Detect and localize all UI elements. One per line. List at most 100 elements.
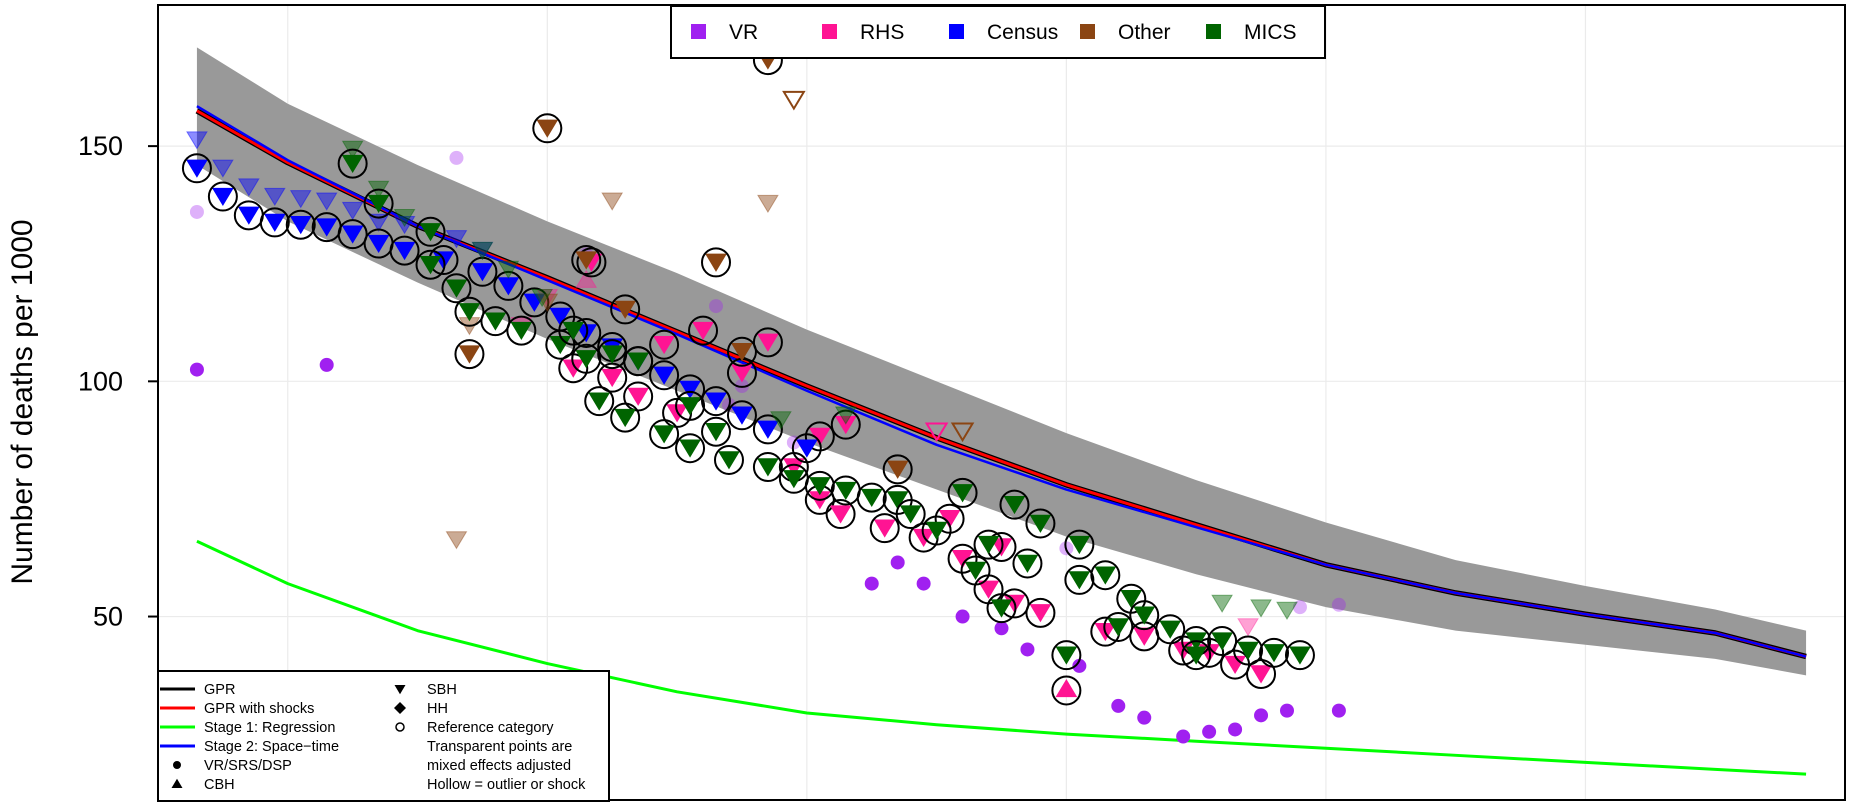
legend-label-rhs: RHS	[860, 21, 904, 44]
reference-ring	[1064, 529, 1095, 560]
point-mics	[393, 208, 416, 228]
point-mics	[531, 288, 553, 308]
reference-ring	[389, 235, 420, 266]
reference-ring	[882, 454, 913, 485]
reference-ring	[752, 414, 783, 445]
legend-marker-circle-open	[395, 722, 405, 732]
reference-ring	[726, 400, 757, 431]
point-vr	[1137, 710, 1152, 725]
source-legend: VR RHS Census Other MICS	[670, 5, 1326, 59]
point-rhs	[1055, 678, 1078, 698]
reference-ring	[454, 296, 485, 327]
point-mics	[1237, 641, 1259, 660]
reference-ring	[649, 419, 680, 450]
point-vr	[1176, 729, 1191, 744]
reference-ring	[1051, 640, 1082, 671]
point-census	[523, 293, 546, 312]
point-rhs-hollow	[924, 422, 949, 443]
point-mics	[1211, 632, 1233, 651]
reference-ring	[1025, 597, 1056, 628]
stage1-regression-line	[196, 539, 1807, 776]
point-mics	[419, 223, 442, 242]
point-census	[757, 420, 779, 439]
reference-ring	[675, 433, 706, 464]
point-mics	[1068, 571, 1091, 590]
reference-ring	[576, 247, 607, 278]
point-mics	[1120, 590, 1143, 609]
point-vr	[916, 576, 931, 591]
point-rhs	[731, 364, 753, 383]
point-census	[186, 131, 208, 150]
reference-ring	[752, 452, 783, 483]
reference-ring	[999, 489, 1030, 520]
point-census	[795, 439, 818, 458]
reference-ring	[1051, 675, 1082, 706]
reference-ring	[259, 207, 290, 238]
point-mics	[484, 312, 507, 331]
reference-ring	[506, 315, 537, 346]
reference-ring	[1181, 640, 1212, 671]
point-mics	[808, 477, 831, 496]
reference-ring	[986, 593, 1017, 624]
y-tick-label: 100	[78, 366, 123, 396]
point-mics	[705, 423, 727, 442]
point-mics	[679, 397, 701, 416]
point-rhs	[692, 321, 714, 341]
point-vr	[709, 299, 724, 314]
point-other-hollow	[950, 422, 975, 443]
legend-marker-triangle-up	[171, 778, 183, 788]
reference-ring	[752, 327, 783, 358]
reference-ring	[1284, 640, 1315, 671]
series-vr	[189, 150, 1346, 744]
point-mics	[601, 345, 624, 364]
point-mics	[679, 439, 701, 458]
legend-swatch-vr	[691, 24, 706, 39]
point-mics	[614, 408, 637, 428]
point-other	[458, 345, 481, 364]
reference-ring	[1025, 508, 1056, 539]
legend-marker-diamond	[394, 702, 406, 714]
point-mics	[341, 154, 364, 174]
point-vr	[1072, 658, 1087, 673]
point-rhs	[1224, 655, 1246, 675]
point-rhs	[757, 333, 779, 352]
reference-ring	[649, 360, 680, 391]
point-mics	[1055, 646, 1078, 665]
reference-ring	[825, 499, 856, 530]
point-other	[731, 343, 753, 362]
point-mics	[367, 194, 390, 214]
reference-ring	[285, 209, 316, 240]
legend-label-mics: MICS	[1244, 21, 1297, 44]
point-mics	[1107, 618, 1130, 637]
reference-ring	[519, 287, 550, 318]
legend-shape-label: VR/SRS/DSP	[204, 758, 292, 774]
reference-ring	[584, 386, 615, 417]
reference-ring	[856, 482, 887, 513]
point-census	[263, 187, 286, 206]
point-census	[705, 392, 727, 411]
point-mics	[718, 451, 740, 470]
legend-marker-circle	[173, 761, 181, 769]
reference-ring	[713, 444, 744, 475]
point-mics	[653, 425, 675, 444]
point-mics	[419, 256, 442, 275]
point-vr	[1331, 703, 1346, 718]
point-census	[549, 307, 572, 326]
point-vr	[864, 576, 879, 591]
point-rhs	[627, 387, 650, 406]
point-census	[186, 159, 208, 178]
point-rhs	[653, 335, 675, 355]
point-other	[536, 119, 559, 138]
point-census	[212, 159, 234, 178]
reference-ring	[558, 315, 589, 346]
point-census	[315, 218, 338, 237]
reference-ring	[701, 386, 732, 417]
point-mics	[588, 392, 611, 411]
legend-line-label: GPR with shocks	[204, 701, 314, 717]
point-vr	[890, 555, 905, 570]
point-mics	[1094, 566, 1117, 585]
point-rhs	[1250, 665, 1272, 684]
point-rhs	[977, 580, 1000, 599]
legend-label-vr: VR	[729, 21, 758, 44]
